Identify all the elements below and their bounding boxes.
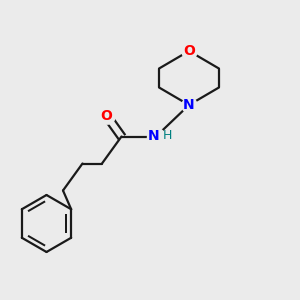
Text: O: O — [183, 44, 195, 58]
Text: O: O — [100, 109, 112, 122]
Text: N: N — [148, 130, 159, 143]
Text: N: N — [183, 98, 195, 112]
Text: H: H — [163, 129, 172, 142]
